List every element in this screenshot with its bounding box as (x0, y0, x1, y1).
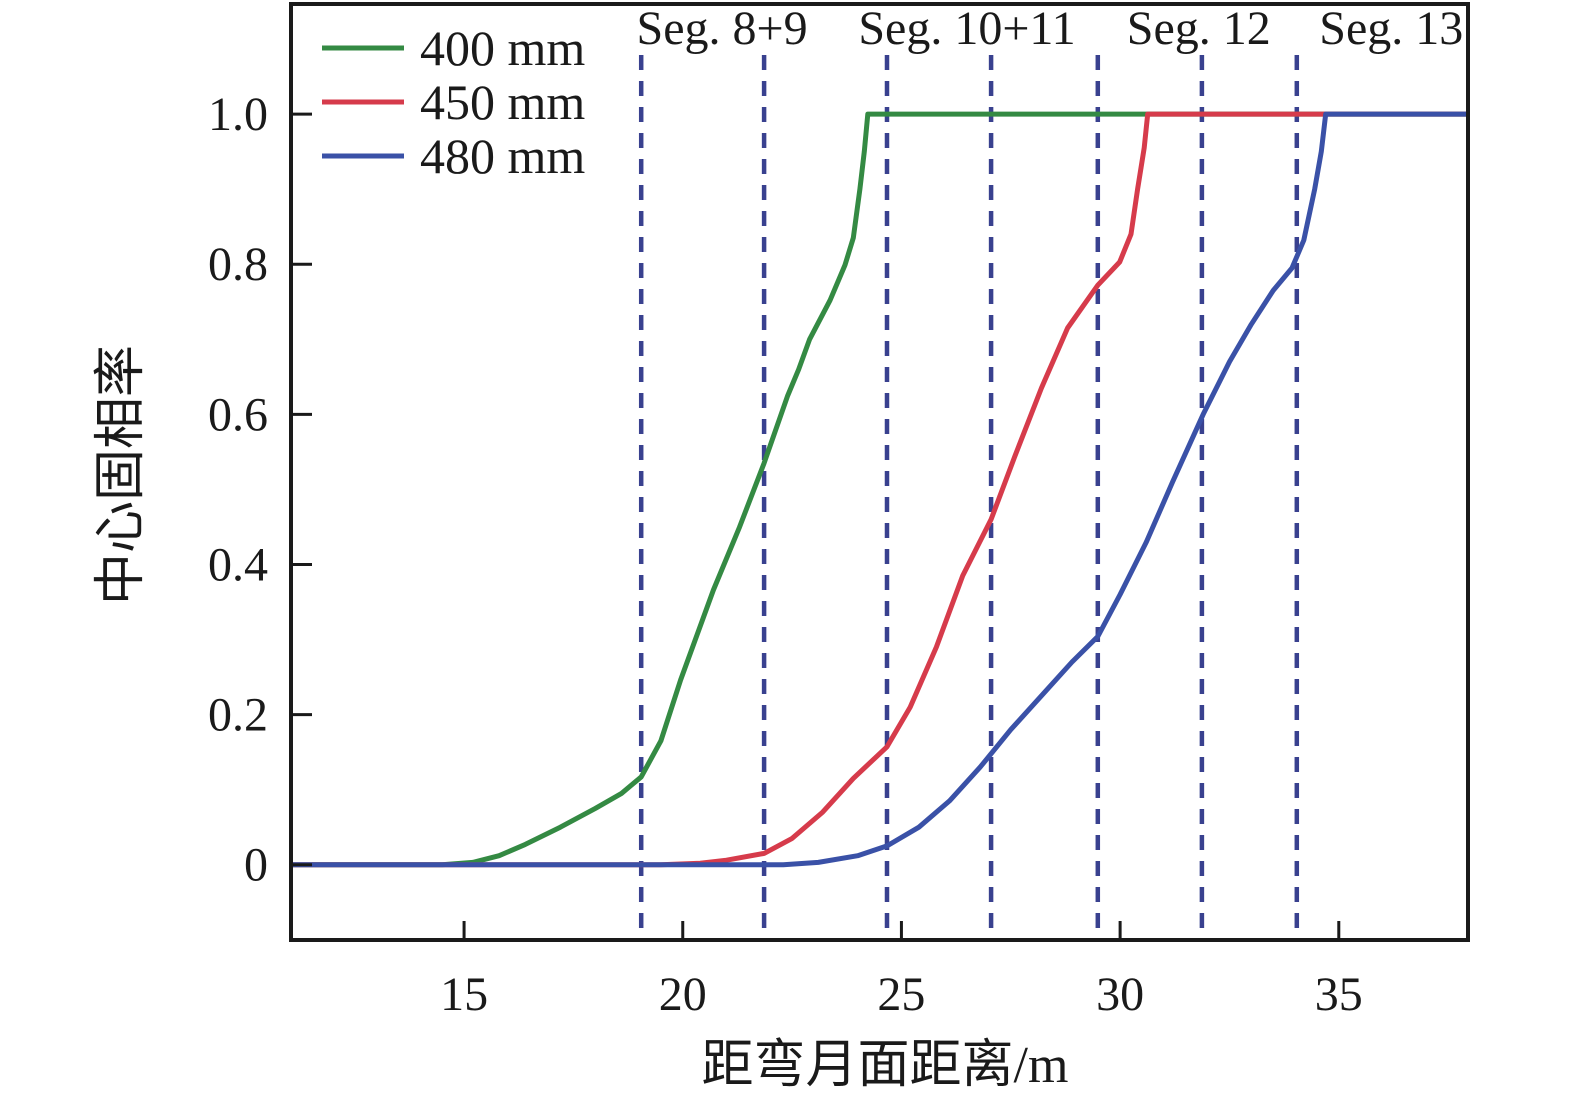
legend-item-450mm: 450 mm (322, 74, 585, 130)
y-tick-label: 0.8 (208, 238, 268, 291)
legend-label-480mm: 480 mm (420, 128, 585, 184)
y-tick-label: 0 (244, 839, 268, 892)
segment-label: Seg. 8+9 (637, 2, 808, 55)
y-tick-label: 0.2 (208, 689, 268, 742)
legend-item-400mm: 400 mm (322, 20, 585, 76)
segment-boundary-lines (638, 55, 1300, 940)
plot-border (289, 2, 1470, 942)
y-tick-label: 1.0 (208, 88, 268, 141)
segment-label: Seg. 13 (1319, 2, 1463, 55)
x-axis-title: 距弯月面距离/m (702, 1036, 1069, 1094)
legend-label-450mm: 450 mm (420, 74, 585, 130)
y-axis-title: 中心固相率 (93, 345, 150, 605)
segment-label: Seg. 10+11 (858, 2, 1075, 55)
segment-label: Seg. 12 (1127, 2, 1271, 55)
legend-label-400mm: 400 mm (420, 20, 585, 76)
series-curve-450mm (290, 111, 1470, 868)
series-curve-480mm (290, 111, 1470, 868)
y-tick-label: 0.4 (208, 538, 268, 591)
x-tick-label: 30 (1096, 968, 1144, 1021)
x-tick-label: 35 (1315, 968, 1363, 1021)
x-tick-label: 25 (877, 968, 925, 1021)
y-tick-labels: 0 0.2 0.4 0.6 0.8 1.0 (208, 88, 268, 892)
x-tick-labels: 15 20 25 30 35 (440, 968, 1363, 1021)
legend-item-480mm: 480 mm (322, 128, 585, 184)
legend: 400 mm 450 mm 480 mm (322, 20, 585, 184)
x-ticks (462, 921, 1341, 940)
y-ticks (293, 112, 312, 867)
y-tick-label: 0.6 (208, 388, 268, 441)
x-tick-label: 15 (440, 968, 488, 1021)
x-tick-label: 20 (659, 968, 707, 1021)
series-curve-400mm (290, 111, 1470, 868)
segment-labels: Seg. 8+9 Seg. 10+11 Seg. 12 Seg. 13 (637, 2, 1464, 55)
series-curves (290, 111, 1470, 868)
